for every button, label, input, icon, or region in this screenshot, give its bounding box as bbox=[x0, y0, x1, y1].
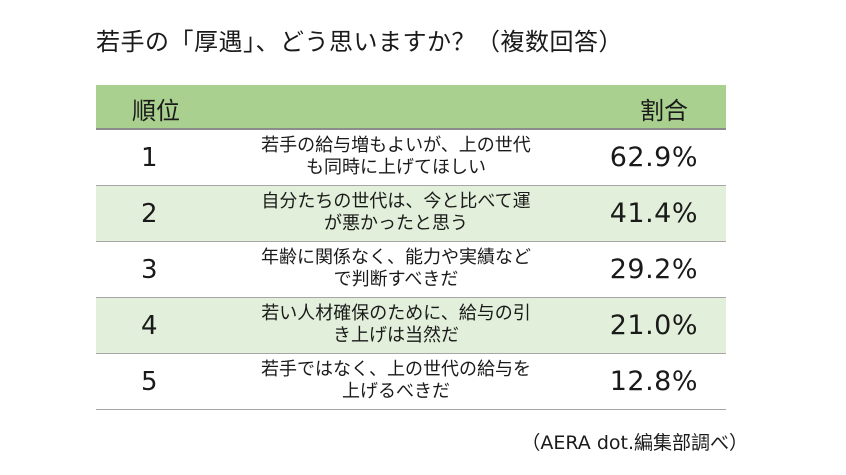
ranking-table: 順位 割合 1 若手の給与増もよいが、上の世代 も同時に上げてほしい 62.9% 2 自分… bbox=[96, 85, 726, 410]
item-line-2: き上げは当然だ bbox=[333, 325, 459, 346]
table-row: 4 若い人材確保のために、給与の引 き上げは当然だ 21.0% bbox=[96, 298, 726, 354]
table-row: 3 年齢に関係なく、能力や実績など で判断すべきだ 29.2% bbox=[96, 242, 726, 298]
table-row: 1 若手の給与増もよいが、上の世代 も同時に上げてほしい 62.9% bbox=[96, 130, 726, 186]
item-line-2: が悪かったと思う bbox=[324, 213, 468, 234]
item-line-1: 若手ではなく、上の世代の給与を bbox=[261, 359, 531, 380]
item-line-2: で判断すべきだ bbox=[333, 269, 459, 290]
item-line-1: 自分たちの世代は、今と比べて運 bbox=[261, 191, 531, 212]
item-cell: 自分たちの世代は、今と比べて運 が悪かったと思う bbox=[246, 191, 546, 235]
rank-cell: 4 bbox=[141, 311, 158, 341]
item-cell: 若手の給与増もよいが、上の世代 も同時に上げてほしい bbox=[246, 135, 546, 179]
chart-title: 若手の「厚遇」、どう思いますか？（複数回答） bbox=[96, 28, 623, 56]
rank-cell: 3 bbox=[141, 255, 158, 285]
rank-column-header: 順位 bbox=[132, 97, 180, 125]
rank-cell: 2 bbox=[141, 199, 158, 229]
item-cell: 若手ではなく、上の世代の給与を 上げるべきだ bbox=[246, 359, 546, 403]
share-cell: 21.0% bbox=[609, 310, 698, 341]
item-cell: 若い人材確保のために、給与の引 き上げは当然だ bbox=[246, 303, 546, 347]
table-row: 5 若手ではなく、上の世代の給与を 上げるべきだ 12.8% bbox=[96, 354, 726, 410]
share-cell: 41.4% bbox=[609, 198, 698, 229]
share-cell: 29.2% bbox=[609, 254, 698, 285]
item-line-1: 年齢に関係なく、能力や実績など bbox=[261, 247, 531, 268]
item-line-2: 上げるべきだ bbox=[342, 381, 450, 402]
item-cell: 年齢に関係なく、能力や実績など で判断すべきだ bbox=[246, 247, 546, 291]
table-body: 1 若手の給与増もよいが、上の世代 も同時に上げてほしい 62.9% 2 自分たちの世代は… bbox=[96, 130, 726, 410]
source-note: （AERA dot.編集部調べ） bbox=[521, 432, 748, 454]
table-header: 順位 割合 bbox=[96, 85, 726, 130]
share-cell: 62.9% bbox=[609, 142, 698, 173]
rank-cell: 5 bbox=[141, 367, 158, 397]
table-row: 2 自分たちの世代は、今と比べて運 が悪かったと思う 41.4% bbox=[96, 186, 726, 242]
item-line-2: も同時に上げてほしい bbox=[306, 157, 486, 178]
item-line-1: 若手の給与増もよいが、上の世代 bbox=[261, 135, 531, 156]
share-column-header: 割合 bbox=[640, 97, 688, 125]
rank-cell: 1 bbox=[141, 143, 158, 173]
share-cell: 12.8% bbox=[609, 366, 698, 397]
item-line-1: 若い人材確保のために、給与の引 bbox=[261, 303, 531, 324]
